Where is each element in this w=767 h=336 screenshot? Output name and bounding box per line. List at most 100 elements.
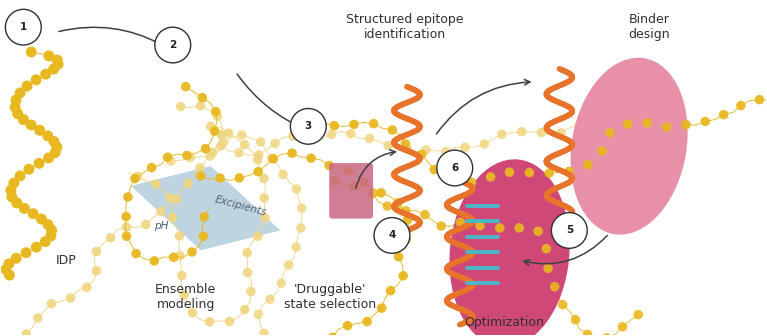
Circle shape [430,165,439,174]
Circle shape [327,130,336,139]
FancyArrowPatch shape [356,150,396,188]
Circle shape [26,120,37,130]
Circle shape [387,125,397,135]
Circle shape [662,122,671,132]
Circle shape [571,315,581,325]
Circle shape [219,138,229,147]
Circle shape [47,299,56,308]
Text: 'Druggable'
state selection: 'Druggable' state selection [284,283,377,311]
Circle shape [28,208,38,219]
Text: 1: 1 [20,22,27,32]
Circle shape [441,147,451,156]
Circle shape [205,317,214,327]
Circle shape [296,223,305,233]
Text: pH: pH [153,220,168,230]
Circle shape [259,193,269,203]
Circle shape [246,287,255,296]
Circle shape [343,321,352,330]
Circle shape [614,117,623,126]
Circle shape [417,150,426,159]
Circle shape [460,142,470,152]
Circle shape [212,112,222,121]
Circle shape [545,168,554,178]
Circle shape [196,171,206,181]
Ellipse shape [571,58,688,235]
Circle shape [45,230,57,241]
Circle shape [8,178,19,188]
Circle shape [565,167,574,176]
Circle shape [15,87,25,98]
FancyArrowPatch shape [237,74,306,130]
FancyArrowPatch shape [524,236,607,265]
Circle shape [206,122,216,131]
Circle shape [106,233,115,243]
Circle shape [369,119,378,128]
Circle shape [324,161,334,170]
Circle shape [21,329,31,336]
Circle shape [206,151,215,161]
Text: Binder
design: Binder design [628,13,670,41]
Circle shape [515,223,524,233]
Circle shape [486,172,495,182]
Circle shape [210,126,219,136]
Circle shape [44,50,54,61]
Circle shape [15,170,25,181]
Circle shape [237,130,247,140]
Circle shape [253,155,262,164]
Circle shape [242,268,252,277]
Circle shape [605,128,614,137]
Circle shape [183,179,193,188]
Circle shape [201,144,210,154]
Circle shape [198,93,207,102]
Circle shape [331,176,340,186]
Circle shape [50,147,61,158]
Circle shape [181,82,190,91]
Circle shape [53,59,64,70]
Circle shape [11,253,21,264]
Circle shape [374,218,410,253]
Circle shape [291,109,326,144]
Circle shape [4,270,15,281]
FancyBboxPatch shape [329,163,373,219]
Circle shape [196,101,206,111]
Circle shape [254,150,264,160]
Circle shape [21,247,31,258]
Circle shape [256,137,265,146]
Circle shape [297,203,307,213]
Circle shape [346,129,356,138]
Circle shape [517,127,526,136]
Circle shape [617,322,627,332]
Circle shape [183,151,192,160]
Circle shape [177,271,186,280]
Circle shape [277,279,286,288]
Circle shape [383,201,392,211]
Circle shape [533,226,543,236]
Circle shape [278,170,288,179]
Circle shape [260,213,270,223]
Circle shape [456,217,465,227]
Circle shape [601,333,611,336]
Circle shape [556,128,566,137]
Circle shape [384,141,393,150]
Circle shape [172,194,181,204]
Circle shape [199,232,208,241]
Circle shape [393,198,403,207]
Circle shape [495,223,505,233]
Circle shape [311,122,320,131]
Circle shape [122,222,131,232]
Circle shape [12,198,22,208]
Circle shape [393,252,403,261]
Text: Structured epitope
identification: Structured epitope identification [346,13,464,41]
Circle shape [34,158,44,169]
Circle shape [155,27,191,63]
Text: Excipients: Excipients [213,194,268,217]
Circle shape [186,153,195,162]
Circle shape [254,309,263,319]
Circle shape [672,112,681,122]
Circle shape [42,130,53,141]
Circle shape [365,134,374,143]
Circle shape [33,313,43,323]
Text: 5: 5 [566,225,573,236]
Circle shape [436,150,472,186]
Circle shape [634,117,643,126]
